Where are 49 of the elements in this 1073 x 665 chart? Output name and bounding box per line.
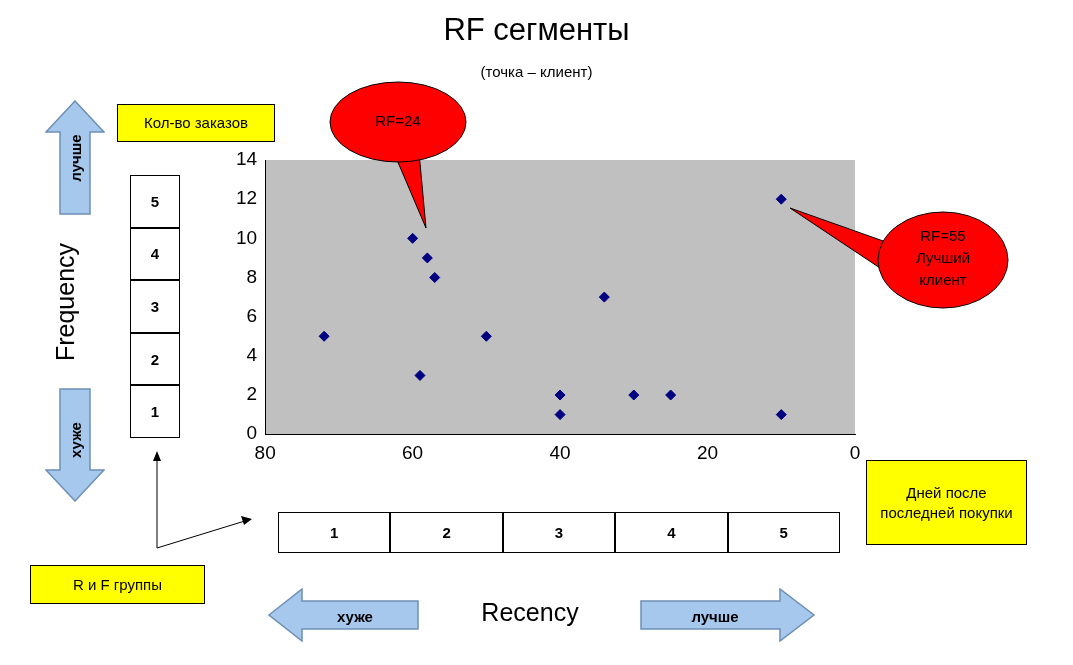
text: RF=55 Лучший клиент xyxy=(914,226,972,290)
chart-subtitle: (точка – клиент) xyxy=(479,63,594,80)
text: Кол-во заказов xyxy=(117,104,275,142)
point xyxy=(554,389,566,401)
y-tick-label: 8 xyxy=(246,265,258,287)
x-tick-label: 0 xyxy=(849,441,861,463)
point xyxy=(628,389,640,401)
text: лучше xyxy=(690,606,740,627)
point xyxy=(318,330,330,342)
text: 3 xyxy=(502,512,616,553)
point xyxy=(775,409,787,421)
text: 5 xyxy=(727,512,840,553)
y-tick-label: 2 xyxy=(246,383,258,405)
y-tick-label: 0 xyxy=(246,422,258,444)
text: 4 xyxy=(615,512,728,553)
point xyxy=(407,232,419,244)
text: лучше xyxy=(65,133,85,184)
x-tick-label: 60 xyxy=(402,441,424,463)
text: R и F группы xyxy=(30,565,205,604)
text: хуже xyxy=(336,606,374,627)
text: Frequency xyxy=(51,241,80,364)
x-tick-label: 80 xyxy=(254,441,276,463)
x-tick-label: 40 xyxy=(549,441,571,463)
text: 3 xyxy=(130,280,180,333)
point xyxy=(598,291,610,303)
y-tick-label: 6 xyxy=(246,304,258,326)
point xyxy=(421,252,433,264)
point xyxy=(554,409,566,421)
y-tick-label: 12 xyxy=(235,187,258,209)
chart-title: RF сегменты xyxy=(442,12,631,48)
y-tick-label: 14 xyxy=(235,148,258,170)
text: RF=24 xyxy=(374,111,422,131)
text: 2 xyxy=(130,332,180,386)
text: хуже xyxy=(65,421,85,460)
text: Recency xyxy=(480,598,580,628)
text: 4 xyxy=(130,227,180,281)
text: 5 xyxy=(130,175,180,228)
point xyxy=(480,330,492,342)
point xyxy=(429,272,441,284)
point xyxy=(775,193,787,205)
y-tick-label: 10 xyxy=(235,226,258,248)
x-tick-label: 20 xyxy=(696,441,719,463)
text: 1 xyxy=(278,512,391,553)
text: 2 xyxy=(390,512,503,553)
y-tick-label: 4 xyxy=(246,344,258,366)
text: 1 xyxy=(130,385,180,438)
point xyxy=(665,389,677,401)
text: Дней после последней покупки xyxy=(866,460,1027,545)
point xyxy=(414,369,426,381)
